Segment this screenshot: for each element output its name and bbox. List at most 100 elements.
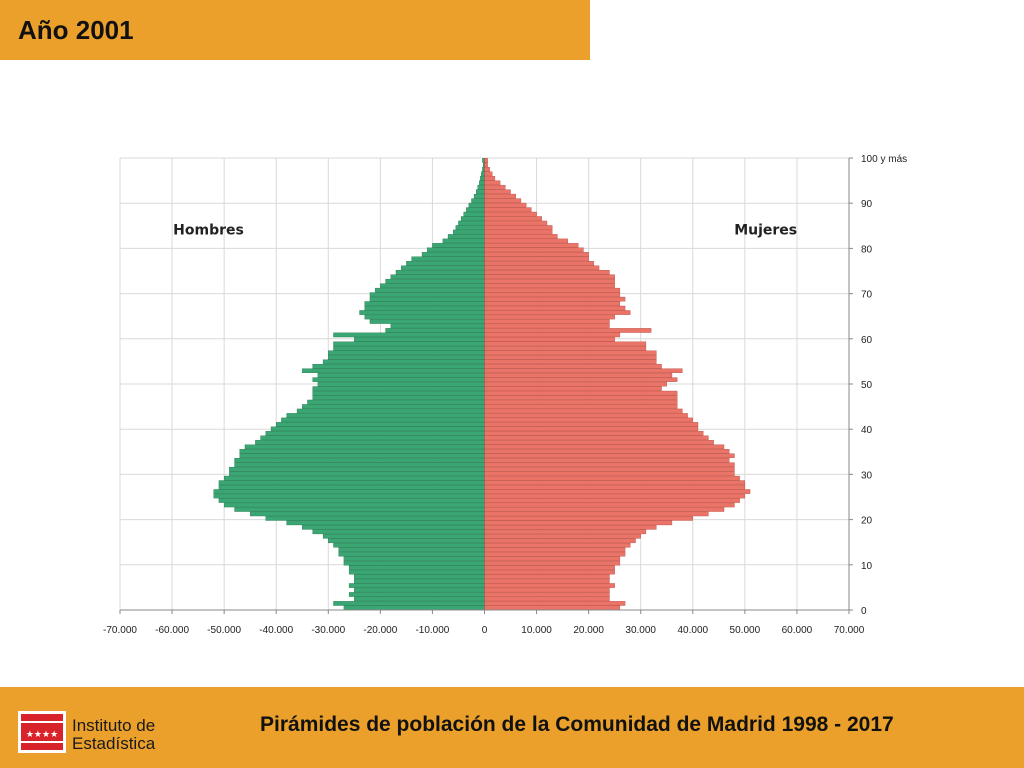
female-bar-age-0 — [484, 605, 621, 611]
male-bar-age-17 — [312, 529, 485, 535]
female-bar-age-10 — [484, 560, 621, 566]
female-bar-age-80 — [484, 247, 584, 253]
female-bar-age-31 — [484, 466, 735, 472]
female-bar-age-91 — [484, 198, 522, 203]
male-bar-age-32 — [234, 462, 485, 467]
female-bar-age-13 — [484, 547, 626, 552]
y-tick-label: 50 — [861, 380, 873, 391]
male-bar-age-8 — [348, 569, 485, 575]
female-bar-age-57 — [484, 350, 657, 356]
male-bar-age-43 — [286, 413, 485, 418]
female-bar-age-17 — [484, 529, 647, 535]
female-bar-age-22 — [484, 507, 725, 512]
male-bar-age-51 — [312, 377, 485, 382]
male-bar-age-42 — [281, 417, 485, 423]
female-bar-age-66 — [484, 310, 631, 315]
male-bar-age-10 — [343, 560, 485, 566]
male-bar-age-53 — [302, 368, 485, 373]
female-bar-age-100 — [484, 158, 488, 163]
female-bar-age-25 — [484, 493, 746, 499]
male-bar-age-20 — [265, 516, 485, 521]
x-tick-label: 0 — [482, 625, 488, 636]
male-bar-age-49 — [312, 386, 485, 391]
female-bar-age-30 — [484, 471, 735, 476]
male-bar-age-81 — [432, 243, 485, 248]
male-bar-age-97 — [481, 171, 485, 177]
female-bar-age-12 — [484, 551, 626, 557]
male-bar-age-45 — [302, 404, 485, 409]
male-bar-age-23 — [223, 502, 485, 508]
female-bar-age-99 — [484, 162, 488, 168]
male-bar-age-90 — [468, 202, 485, 208]
female-bar-age-20 — [484, 516, 693, 521]
male-bar-age-71 — [374, 287, 485, 293]
male-bar-age-38 — [260, 435, 485, 441]
male-bar-age-96 — [480, 176, 485, 181]
male-bar-age-99 — [483, 162, 485, 168]
y-tick-label: 100 y más — [861, 154, 907, 165]
y-tick-label: 10 — [861, 561, 873, 572]
x-tick-label: -40.000 — [259, 625, 293, 636]
female-bar-age-68 — [484, 301, 621, 306]
y-tick-label: 80 — [861, 244, 873, 255]
female-bar-age-88 — [484, 211, 537, 217]
mujeres-label: Mujeres — [734, 222, 797, 238]
female-bar-age-21 — [484, 511, 709, 517]
male-bar-age-62 — [385, 328, 485, 333]
female-bar-age-23 — [484, 502, 735, 508]
logo-line-1: Instituto de — [72, 716, 156, 735]
female-bar-age-42 — [484, 417, 693, 423]
title-bar — [0, 0, 590, 60]
x-tick-label: 60.000 — [782, 625, 813, 636]
female-bar-age-64 — [484, 319, 610, 324]
male-bar-age-36 — [244, 444, 485, 450]
female-bar-age-32 — [484, 462, 735, 467]
female-bar-age-48 — [484, 390, 678, 396]
female-bar-age-72 — [484, 283, 615, 288]
female-bar-age-1 — [484, 601, 626, 606]
female-bar-age-27 — [484, 484, 746, 490]
male-bar-age-98 — [482, 167, 485, 172]
female-bar-age-84 — [484, 229, 553, 235]
footer-bar — [0, 687, 1024, 768]
female-bar-age-24 — [484, 498, 740, 503]
female-bar-age-18 — [484, 525, 657, 530]
male-bar-age-30 — [229, 471, 485, 476]
male-bar-age-11 — [343, 556, 485, 561]
female-bar-age-2 — [484, 596, 610, 602]
x-tick-label: 50.000 — [730, 625, 761, 636]
female-bar-age-97 — [484, 171, 493, 177]
female-bar-age-86 — [484, 220, 548, 226]
female-bar-age-33 — [484, 457, 730, 463]
male-bar-age-80 — [427, 247, 485, 253]
male-bar-age-73 — [385, 278, 485, 284]
female-bar-age-26 — [484, 489, 751, 494]
male-bar-age-100 — [482, 158, 485, 163]
male-bar-age-92 — [473, 193, 485, 199]
male-bar-age-68 — [364, 301, 485, 306]
x-tick-label: -70.000 — [103, 625, 137, 636]
male-bar-age-59 — [333, 341, 485, 347]
female-bar-age-6 — [484, 578, 610, 584]
female-bar-age-35 — [484, 449, 730, 454]
female-bar-age-50 — [484, 381, 667, 387]
male-bar-age-58 — [333, 346, 485, 351]
male-bar-age-70 — [369, 292, 485, 297]
female-bar-age-11 — [484, 556, 621, 561]
female-bar-age-15 — [484, 538, 636, 544]
x-tick-label: 40.000 — [677, 625, 708, 636]
male-bar-age-24 — [218, 498, 485, 503]
female-bar-age-58 — [484, 346, 647, 351]
male-bar-age-85 — [455, 225, 485, 230]
logo-line-2: Estadística — [72, 734, 156, 753]
female-bar-age-14 — [484, 542, 631, 548]
female-bar-age-90 — [484, 202, 527, 208]
y-tick-label: 90 — [861, 199, 873, 210]
female-bar-age-93 — [484, 189, 511, 194]
y-tick-label: 60 — [861, 335, 873, 346]
female-bar-age-52 — [484, 372, 673, 378]
female-bar-age-70 — [484, 292, 621, 297]
male-bar-age-83 — [447, 234, 485, 239]
male-bar-age-56 — [328, 355, 485, 360]
